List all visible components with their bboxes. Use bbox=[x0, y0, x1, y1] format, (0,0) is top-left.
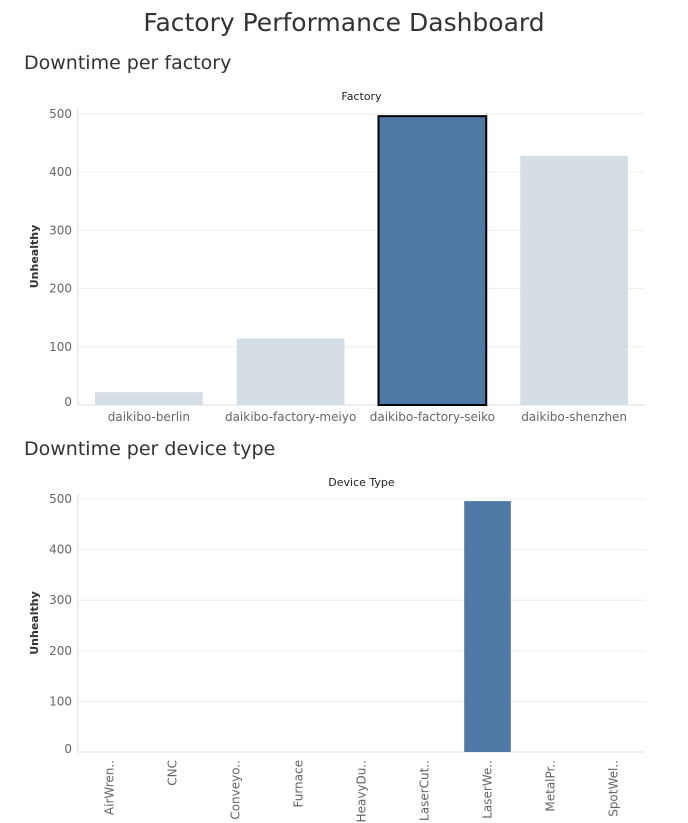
y-tick-label: 400 bbox=[49, 543, 72, 557]
device-downtime-chart: Device Type 0 100 200 300 400 500 Unhealthy AirW… bbox=[28, 476, 645, 822]
x-tick-label: MetalPr.. bbox=[544, 760, 558, 812]
x-tick-label: daikibo-factory-meiyo bbox=[225, 410, 356, 424]
x-tick-label: Conveyo.. bbox=[229, 760, 243, 820]
y-tick-label: 100 bbox=[49, 340, 72, 354]
bar-laserwe[interactable] bbox=[464, 501, 511, 752]
x-tick-label: HeavyDu.. bbox=[355, 760, 369, 822]
y-tick-label: 100 bbox=[49, 694, 72, 708]
chart-header-title: Device Type bbox=[328, 476, 395, 489]
y-tick-label: 0 bbox=[64, 395, 72, 409]
x-tick-label: daikibo-factory-seiko bbox=[370, 410, 495, 424]
x-tick-label: daikibo-berlin bbox=[108, 410, 190, 424]
factory-downtime-chart: Factory 0 100 200 300 400 500 Unhealthy daikibo-… bbox=[28, 90, 645, 424]
y-tick-label: 300 bbox=[49, 223, 72, 237]
x-tick-label: LaserCut.. bbox=[418, 760, 432, 821]
bar-daikibo-berlin[interactable] bbox=[95, 392, 203, 405]
bar-daikibo-shenzhen[interactable] bbox=[520, 155, 628, 405]
y-tick-label: 400 bbox=[49, 165, 72, 179]
chart-header-title: Factory bbox=[341, 90, 382, 103]
x-tick-label: AirWren.. bbox=[103, 760, 117, 815]
y-tick-label: 500 bbox=[49, 492, 72, 506]
device-chart-title: Downtime per device type bbox=[24, 438, 276, 460]
x-tick-label: Furnace bbox=[292, 760, 306, 808]
x-tick-label: daikibo-shenzhen bbox=[521, 410, 627, 424]
y-tick-label: 200 bbox=[49, 282, 72, 296]
factory-chart-title: Downtime per factory bbox=[24, 52, 232, 74]
x-tick-label: LaserWe.. bbox=[481, 760, 495, 819]
bar-daikibo-factory-seiko[interactable] bbox=[377, 115, 488, 406]
bar-daikibo-factory-meiyo[interactable] bbox=[236, 338, 345, 405]
x-tick-label: CNC bbox=[166, 760, 180, 786]
y-tick-label: 300 bbox=[49, 593, 72, 607]
dashboard-title: Factory Performance Dashboard bbox=[143, 8, 545, 37]
y-tick-label: 0 bbox=[64, 742, 72, 756]
y-tick-label: 500 bbox=[49, 107, 72, 121]
y-axis-title: Unhealthy bbox=[28, 225, 41, 289]
y-axis-title: Unhealthy bbox=[28, 591, 41, 655]
y-tick-label: 200 bbox=[49, 644, 72, 658]
x-tick-label: SpotWel.. bbox=[607, 760, 621, 817]
